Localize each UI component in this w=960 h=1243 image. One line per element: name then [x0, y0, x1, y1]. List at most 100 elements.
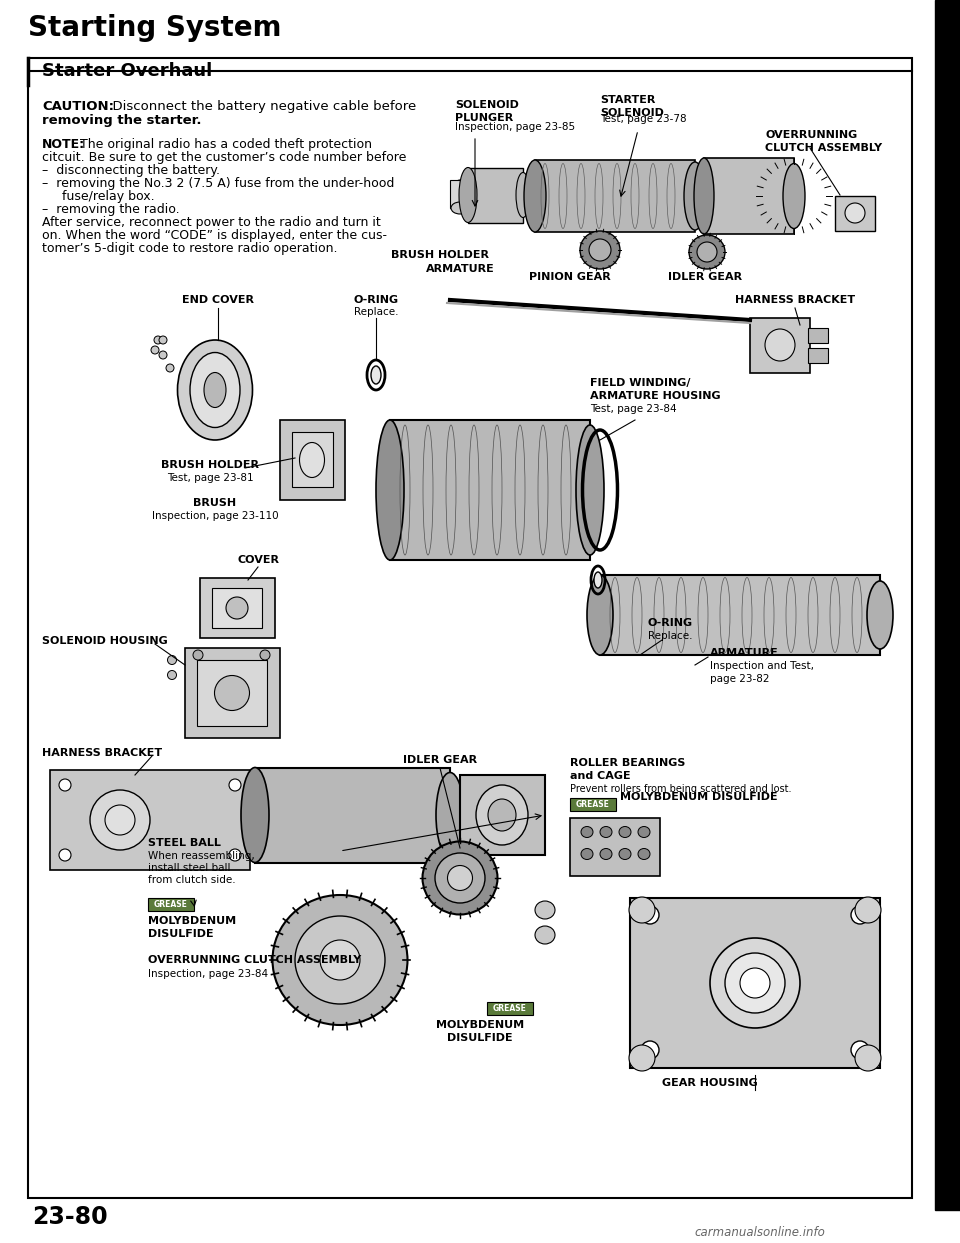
- Ellipse shape: [587, 576, 613, 655]
- Ellipse shape: [694, 158, 714, 234]
- Bar: [487, 1002, 533, 1016]
- Bar: [390, 420, 590, 561]
- Ellipse shape: [851, 1040, 869, 1059]
- Text: Test, page 23-78: Test, page 23-78: [600, 114, 686, 124]
- Text: GREASE: GREASE: [154, 900, 188, 909]
- Ellipse shape: [447, 865, 472, 890]
- Text: Inspection and Test,: Inspection and Test,: [710, 661, 814, 671]
- Text: GREASE: GREASE: [493, 1004, 527, 1013]
- Bar: [750, 318, 810, 373]
- Text: HARNESS BRACKET: HARNESS BRACKET: [42, 748, 162, 758]
- Ellipse shape: [159, 336, 167, 344]
- Text: Test, page 23-81: Test, page 23-81: [167, 474, 253, 484]
- Ellipse shape: [638, 849, 650, 859]
- Ellipse shape: [684, 162, 706, 230]
- Ellipse shape: [576, 425, 604, 556]
- Text: –  removing the radio.: – removing the radio.: [42, 203, 180, 216]
- Text: IDLER GEAR: IDLER GEAR: [403, 755, 477, 764]
- Ellipse shape: [535, 901, 555, 919]
- Bar: [808, 348, 828, 363]
- Ellipse shape: [166, 364, 174, 372]
- Text: GEAR HOUSING: GEAR HOUSING: [662, 1078, 757, 1088]
- Text: Inspection, page 23-84: Inspection, page 23-84: [148, 970, 268, 979]
- Text: PINION GEAR: PINION GEAR: [529, 272, 611, 282]
- Text: Replace.: Replace.: [648, 631, 692, 641]
- Text: and CAGE: and CAGE: [570, 771, 631, 781]
- Ellipse shape: [516, 173, 530, 218]
- Text: OVERRUNNING CLUTCH ASSEMBLY: OVERRUNNING CLUTCH ASSEMBLY: [148, 955, 361, 965]
- Bar: [935, 0, 960, 1209]
- Bar: [704, 158, 794, 234]
- Ellipse shape: [851, 906, 869, 924]
- Text: citcuit. Be sure to get the customer’s code number before: citcuit. Be sure to get the customer’s c…: [42, 150, 406, 164]
- Text: When reassembling,: When reassembling,: [148, 851, 254, 861]
- Ellipse shape: [214, 675, 250, 711]
- Ellipse shape: [619, 827, 631, 838]
- Ellipse shape: [90, 791, 150, 850]
- Text: Prevent rollers from being scattered and lost.: Prevent rollers from being scattered and…: [570, 784, 791, 794]
- Ellipse shape: [193, 650, 203, 660]
- Ellipse shape: [229, 779, 241, 791]
- Text: IDLER GEAR: IDLER GEAR: [668, 272, 742, 282]
- Text: carmanualsonline.info: carmanualsonline.info: [695, 1226, 826, 1238]
- Bar: [148, 897, 194, 911]
- Text: STARTER
SOLENOID: STARTER SOLENOID: [600, 94, 664, 118]
- Text: –  removing the No.3 2 (7.5 A) fuse from the under-hood: – removing the No.3 2 (7.5 A) fuse from …: [42, 177, 395, 190]
- Ellipse shape: [641, 906, 659, 924]
- Ellipse shape: [273, 895, 407, 1025]
- Ellipse shape: [638, 827, 650, 838]
- Text: MOLYBDENUM: MOLYBDENUM: [436, 1021, 524, 1030]
- Ellipse shape: [581, 827, 593, 838]
- Ellipse shape: [459, 168, 477, 222]
- Ellipse shape: [105, 805, 135, 835]
- Bar: [630, 897, 880, 1068]
- Ellipse shape: [300, 443, 324, 477]
- Ellipse shape: [260, 650, 270, 660]
- Ellipse shape: [765, 329, 795, 360]
- Ellipse shape: [295, 916, 385, 1004]
- Ellipse shape: [476, 786, 528, 845]
- Bar: [600, 576, 880, 655]
- Text: ROLLER BEARINGS: ROLLER BEARINGS: [570, 758, 685, 768]
- Ellipse shape: [725, 953, 785, 1013]
- Text: END COVER: END COVER: [182, 295, 254, 305]
- Ellipse shape: [204, 373, 226, 408]
- Text: ARMATURE: ARMATURE: [710, 648, 779, 658]
- Text: page 23-82: page 23-82: [710, 674, 770, 684]
- Ellipse shape: [783, 164, 805, 229]
- Ellipse shape: [371, 365, 381, 384]
- Bar: [808, 328, 828, 343]
- Ellipse shape: [59, 779, 71, 791]
- Text: HARNESS BRACKET: HARNESS BRACKET: [735, 295, 855, 305]
- Ellipse shape: [855, 897, 881, 924]
- Text: After service, reconnect power to the radio and turn it: After service, reconnect power to the ra…: [42, 216, 381, 229]
- Text: Starter Overhaul: Starter Overhaul: [42, 62, 212, 80]
- Text: 23-80: 23-80: [32, 1204, 108, 1229]
- Text: O-RING: O-RING: [648, 618, 693, 628]
- Ellipse shape: [535, 926, 555, 943]
- Text: SOLENOID HOUSING: SOLENOID HOUSING: [42, 636, 168, 646]
- Text: BRUSH HOLDER: BRUSH HOLDER: [391, 250, 489, 260]
- Ellipse shape: [581, 849, 593, 859]
- Text: STEEL BALL: STEEL BALL: [148, 838, 221, 848]
- Text: removing the starter.: removing the starter.: [42, 114, 202, 127]
- Ellipse shape: [589, 239, 611, 261]
- Ellipse shape: [159, 351, 167, 359]
- Ellipse shape: [154, 336, 162, 344]
- Text: O-RING: O-RING: [353, 295, 398, 305]
- Text: ARMATURE: ARMATURE: [425, 264, 494, 273]
- Text: ARMATURE HOUSING: ARMATURE HOUSING: [590, 392, 721, 401]
- Text: BRUSH: BRUSH: [193, 498, 236, 508]
- Bar: [255, 768, 450, 863]
- Ellipse shape: [151, 346, 159, 354]
- Ellipse shape: [710, 938, 800, 1028]
- Text: MOLYBDENUM: MOLYBDENUM: [148, 916, 236, 926]
- Ellipse shape: [580, 231, 620, 268]
- Bar: [468, 168, 523, 222]
- Text: Replace.: Replace.: [353, 307, 398, 317]
- Ellipse shape: [167, 655, 177, 665]
- Text: The original radio has a coded theft protection: The original radio has a coded theft pro…: [72, 138, 372, 150]
- Ellipse shape: [740, 968, 770, 998]
- Ellipse shape: [436, 772, 464, 858]
- Ellipse shape: [320, 940, 360, 979]
